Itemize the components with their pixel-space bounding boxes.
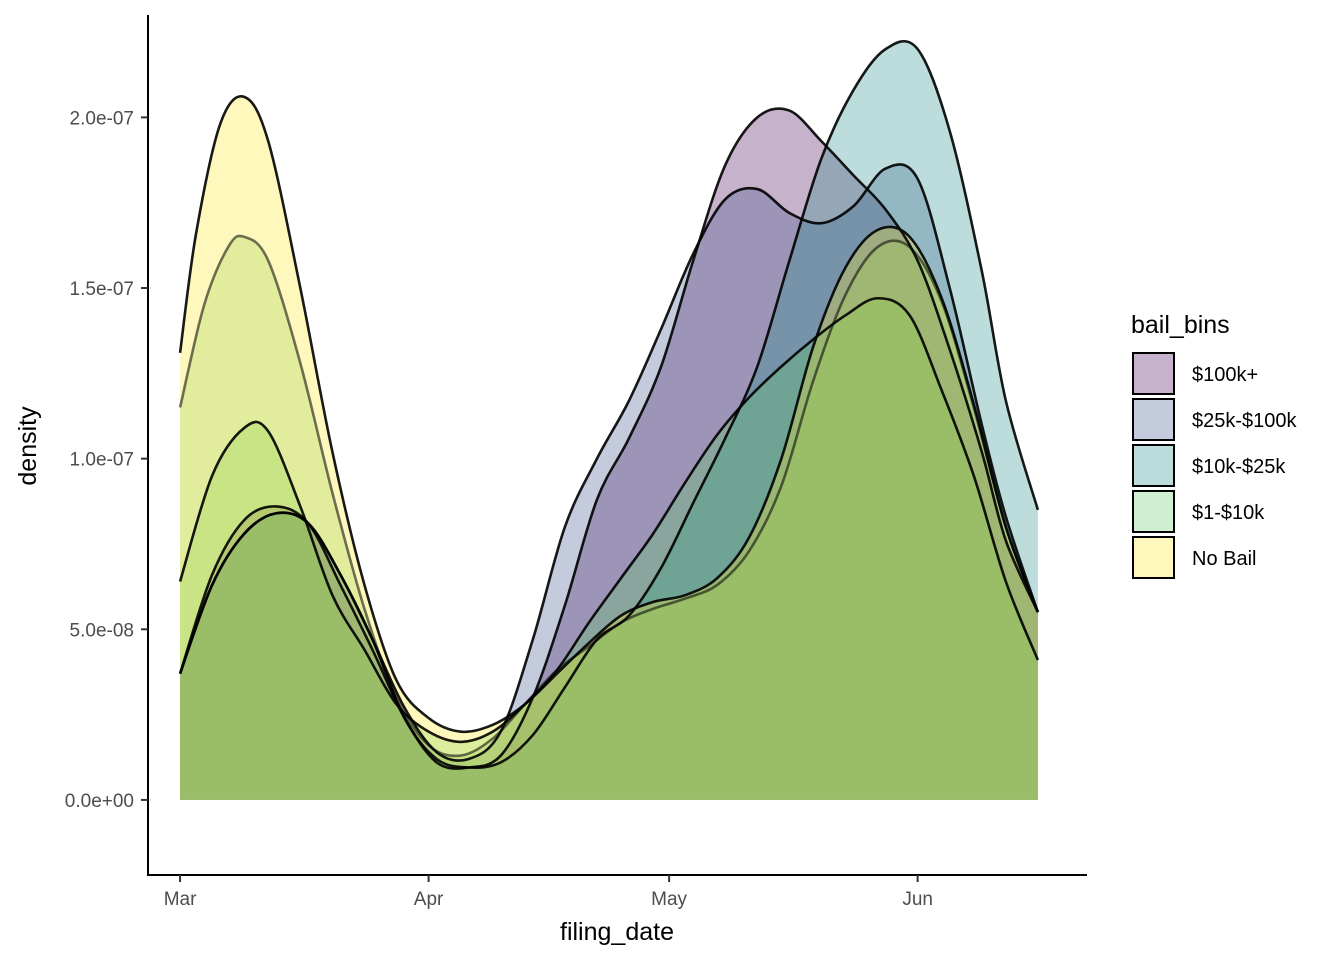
legend-key-bg-100k [1133,353,1174,394]
y-tick-label: 5.0e-08 [70,620,134,641]
y-axis-title: density [14,406,42,486]
x-tick-label: Mar [164,889,197,910]
density-area-10k-25k [180,41,1038,800]
legend-label-1-10k: $1-$10k [1192,502,1265,524]
density-line-no-bail [178,95,1040,734]
y-tick-label: 0.0e+00 [65,791,134,812]
legend-key-bg-25k-100k [1133,399,1174,440]
x-axis-title: filing_date [560,918,674,946]
y-axis-ticks: 0.0e+00 5.0e-08 1.0e-07 1.5e-07 2.0e-07 [65,108,148,812]
legend-key-bg-1-10k [1133,491,1174,532]
density-line-100k [178,107,1040,770]
y-tick-label: 1.0e-07 [70,450,134,471]
x-tick-label: Apr [414,889,444,910]
legend-label-no-bail: No Bail [1192,548,1256,570]
legend-key-1-10k [1132,490,1175,533]
legend-key-bg-no-bail [1133,537,1174,578]
density-area-25k-100k [180,164,1038,800]
legend-label-10k-25k: $10k-$25k [1192,456,1286,478]
legend-title: bail_bins [1131,311,1230,339]
legend-key-bg-10k-25k [1133,445,1174,486]
y-tick-label: 2.0e-07 [70,108,134,129]
x-axis-ticks: Mar Apr May Jun [164,875,933,910]
plot-areas [180,41,1038,800]
density-line-1-10k [178,296,1040,744]
density-area-no-bail [180,96,1038,800]
legend-key-100k [1132,352,1175,395]
density-line-series-5 [178,234,1040,758]
legend-label-100k: $100k+ [1192,364,1258,386]
legend-key-10k-25k [1132,444,1175,487]
density-area-series-5 [180,235,1038,800]
legend: $100k+ $25k-$100k $10k-$25k $1-$10k No Bail [1132,352,1298,579]
x-tick-label: May [651,889,687,910]
legend-key-25k-100k [1132,398,1175,441]
density-area-100k [180,108,1038,800]
density-area-1-10k [180,298,1038,800]
legend-key-no-bail [1132,536,1175,579]
density-line-10k-25k [178,40,1040,769]
y-tick-label: 1.5e-07 [70,279,134,300]
x-tick-label: Jun [902,889,933,910]
plot-outlines [178,40,1040,770]
legend-label-25k-100k: $25k-$100k [1192,410,1298,432]
